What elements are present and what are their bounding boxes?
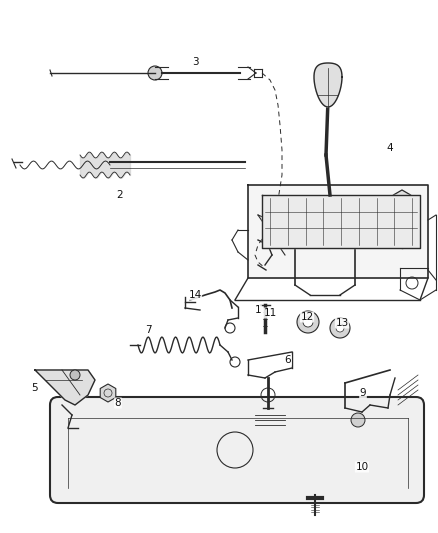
Circle shape: [297, 311, 319, 333]
Circle shape: [303, 317, 313, 327]
Text: 2: 2: [117, 190, 124, 200]
Circle shape: [330, 318, 350, 338]
Text: 12: 12: [300, 312, 314, 322]
Text: 14: 14: [188, 290, 201, 300]
Text: 13: 13: [336, 318, 349, 328]
Text: 7: 7: [145, 325, 151, 335]
Text: 3: 3: [192, 57, 198, 67]
Polygon shape: [314, 63, 342, 107]
Circle shape: [336, 324, 344, 332]
Circle shape: [351, 413, 365, 427]
Polygon shape: [248, 185, 428, 278]
Text: 11: 11: [263, 308, 277, 318]
Text: 4: 4: [387, 143, 393, 153]
Text: 8: 8: [115, 398, 121, 408]
Text: 1: 1: [254, 305, 261, 315]
FancyBboxPatch shape: [50, 397, 424, 503]
Text: 10: 10: [356, 462, 368, 472]
Text: 9: 9: [360, 388, 366, 398]
Text: 6: 6: [285, 355, 291, 365]
Circle shape: [70, 370, 80, 380]
Polygon shape: [35, 370, 95, 405]
Polygon shape: [262, 195, 420, 248]
Text: 5: 5: [32, 383, 38, 393]
Circle shape: [148, 66, 162, 80]
